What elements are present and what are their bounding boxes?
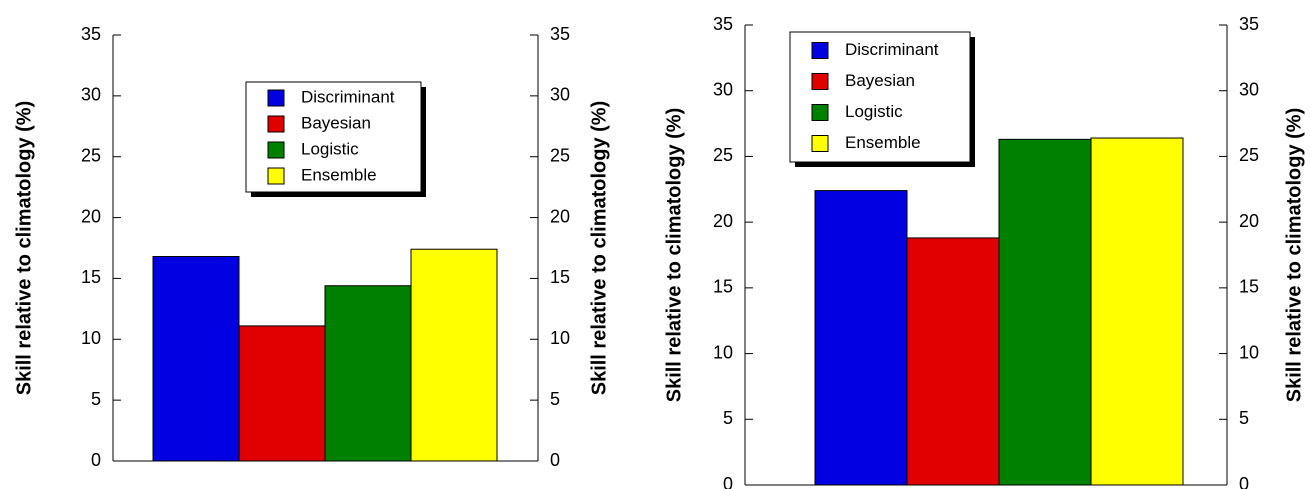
bar	[410, 248, 498, 462]
y-tick-label: 15	[713, 277, 733, 297]
legend-swatch	[267, 89, 285, 107]
y2-tick-label: 35	[550, 24, 570, 44]
y2-tick-label: 10	[550, 328, 570, 348]
y-tick-label: 20	[81, 206, 101, 226]
legend-label: Bayesian	[845, 71, 915, 90]
legend-swatch	[267, 167, 285, 185]
legend-label: Ensemble	[845, 133, 921, 152]
bar	[814, 190, 908, 486]
y2-tick-label: 25	[550, 145, 570, 165]
y2-tick-label: 15	[1239, 277, 1259, 297]
y2-tick-label: 15	[550, 267, 570, 287]
bar	[324, 285, 412, 462]
y2-tick-label: 20	[1239, 211, 1259, 231]
y2-tick-label: 0	[550, 450, 560, 470]
y2-tick-label: 20	[550, 206, 570, 226]
bar	[998, 138, 1092, 486]
legend-swatch	[811, 73, 829, 90]
y-tick-label: 5	[91, 389, 101, 409]
y2-tick-label: 30	[1239, 79, 1259, 99]
legend-swatch	[811, 42, 829, 59]
y-tick-label: 30	[81, 85, 101, 105]
legend-swatch	[811, 104, 829, 121]
y2-tick-label: 10	[1239, 342, 1259, 362]
legend-swatch	[811, 135, 829, 152]
legend-label: Discriminant	[301, 87, 395, 106]
y-tick-label: 15	[81, 267, 101, 287]
y-tick-label: 25	[81, 145, 101, 165]
legend-label: Bayesian	[301, 113, 371, 132]
y2-axis-label: Skill relative to climatology (%)	[588, 101, 610, 396]
y2-tick-label: 0	[1239, 474, 1249, 489]
bar	[1090, 137, 1184, 486]
y2-tick-label: 5	[550, 389, 560, 409]
legend-swatch	[267, 141, 285, 159]
y-tick-label: 35	[713, 14, 733, 34]
y-tick-label: 0	[723, 474, 733, 489]
y-tick-label: 0	[91, 450, 101, 470]
y-tick-label: 20	[713, 211, 733, 231]
y2-tick-label: 35	[1239, 14, 1259, 34]
y2-tick-label: 30	[550, 85, 570, 105]
y-tick-label: 10	[81, 328, 101, 348]
legend-label: Logistic	[301, 139, 359, 158]
y-tick-label: 35	[81, 24, 101, 44]
y2-axis-label: Skill relative to climatology (%)	[1283, 108, 1305, 403]
y-tick-label: 30	[713, 79, 733, 99]
y-tick-label: 25	[713, 145, 733, 165]
y-tick-label: 10	[713, 342, 733, 362]
y2-tick-label: 5	[1239, 408, 1249, 428]
legend-swatch	[267, 115, 285, 133]
y2-tick-label: 25	[1239, 145, 1259, 165]
bar	[906, 237, 1000, 486]
y-axis-label: Skill relative to climatology (%)	[13, 101, 35, 396]
legend-label: Discriminant	[845, 40, 939, 59]
y-tick-label: 5	[723, 408, 733, 428]
legend-label: Logistic	[845, 102, 903, 121]
bar	[152, 256, 240, 462]
y-axis-label: Skill relative to climatology (%)	[663, 108, 685, 403]
bar	[238, 325, 326, 462]
legend-label: Ensemble	[301, 165, 377, 184]
